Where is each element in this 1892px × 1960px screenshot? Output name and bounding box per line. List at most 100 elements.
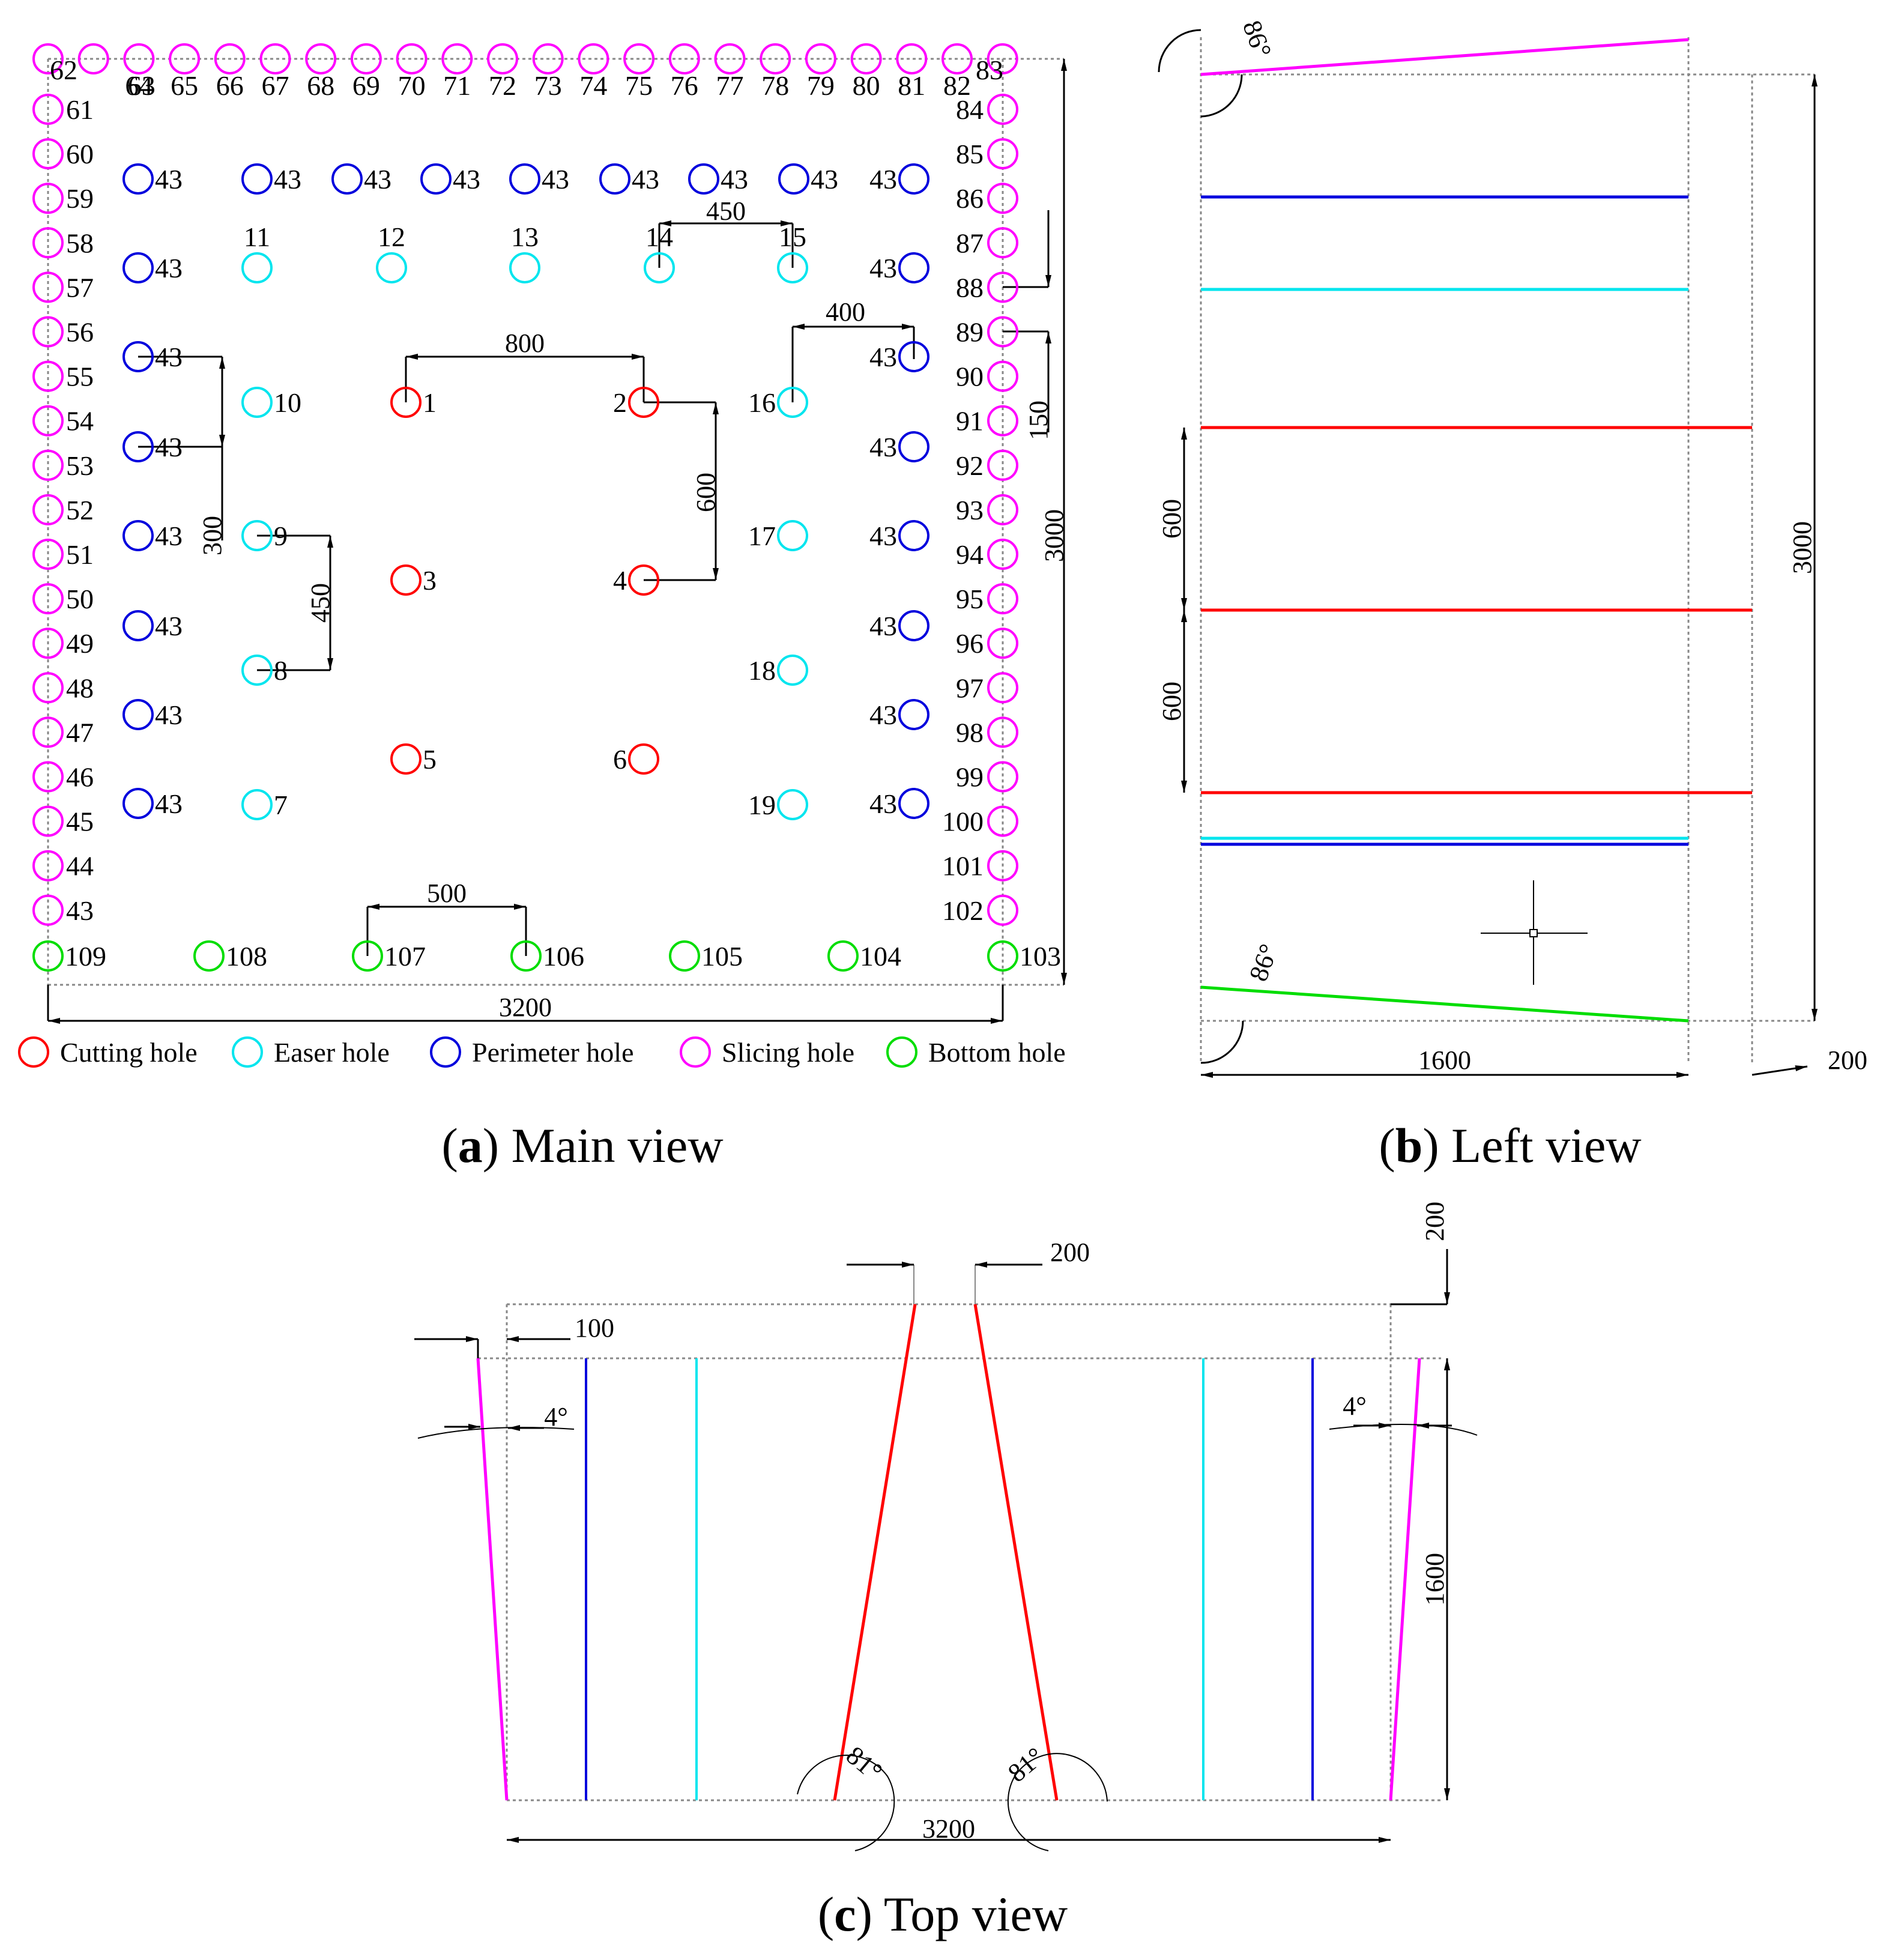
- easer-hole: [241, 520, 273, 551]
- legend-swatch-slicing: [680, 1036, 711, 1068]
- slicing-hole-label: 70: [398, 70, 426, 101]
- slicing-hole-label: 87: [956, 228, 984, 258]
- bottom-hole-label: 109: [65, 941, 106, 972]
- slicing-hole: [32, 183, 64, 214]
- easer-hole-label: 9: [274, 521, 288, 551]
- angle-label-bottom: 86°: [1244, 940, 1284, 985]
- easer-hole-label: 12: [378, 222, 405, 252]
- dim-1600: 1600: [1418, 1045, 1471, 1075]
- slicing-hole-label: 48: [66, 673, 94, 703]
- caption-main-view: (a) Main view: [441, 1118, 723, 1173]
- slicing-hole-label: 65: [171, 70, 198, 101]
- perimeter-hole: [898, 252, 929, 283]
- perimeter-hole: [898, 610, 929, 641]
- dim-200: 200: [1828, 1045, 1867, 1075]
- slicing-hole-label: 71: [443, 70, 471, 101]
- dim-300: 300: [198, 516, 227, 555]
- bottom-hole: [352, 940, 383, 972]
- cutting-hole-line: [973, 1304, 1059, 1801]
- hole-legend: Cutting hole Easer hole Perimeter hole Slic…: [18, 1036, 1066, 1068]
- bottom-hole-label: 104: [860, 941, 901, 972]
- slicing-hole: [941, 43, 973, 74]
- slicing-hole-label: 61: [66, 94, 94, 125]
- slicing-hole: [32, 94, 64, 125]
- perimeter-hole-label: 43: [155, 342, 183, 372]
- slicing-hole: [987, 43, 1018, 74]
- slicing-hole: [350, 43, 382, 74]
- dim-3200: 3200: [499, 993, 552, 1022]
- slicing-hole: [987, 583, 1018, 615]
- angle-arc-cut-left: [797, 1755, 895, 1851]
- slicing-hole: [850, 43, 882, 74]
- bottom-hole: [987, 940, 1018, 972]
- slicing-hole-label: 74: [579, 70, 607, 101]
- slicing-hole: [32, 271, 64, 303]
- legend-swatch-easer: [232, 1036, 263, 1068]
- slicing-hole-label: 90: [956, 361, 984, 392]
- left-view: 86° 86° 600 600 3000 1600 200: [1157, 17, 1867, 1078]
- dim-1600: 1600: [1420, 1553, 1449, 1606]
- cutting-hole: [390, 743, 422, 775]
- dim-450-left: 450: [306, 583, 335, 623]
- perimeter-hole-label: 43: [274, 164, 301, 195]
- cutting-hole-label: 1: [423, 387, 437, 418]
- legend-swatch-bottom: [886, 1036, 917, 1068]
- bottom-hole-label: 105: [701, 941, 743, 972]
- slicing-hole: [32, 43, 64, 74]
- slicing-hole-label: 55: [66, 361, 94, 392]
- slicing-hole: [987, 449, 1018, 481]
- slicing-hole: [987, 227, 1018, 259]
- easer-hole-label: 19: [748, 790, 776, 820]
- perimeter-hole: [420, 163, 452, 195]
- slicing-hole: [32, 761, 64, 793]
- slicing-hole: [987, 316, 1018, 348]
- slicing-hole-label: 79: [807, 70, 835, 101]
- slicing-hole-label: 54: [66, 406, 94, 437]
- slicing-hole-label: 51: [66, 539, 94, 570]
- cutting-hole: [628, 743, 659, 775]
- slicing-hole-label: 92: [956, 450, 984, 481]
- perimeter-hole: [122, 788, 154, 819]
- slicing-hole-label: 76: [671, 70, 698, 101]
- perimeter-hole: [898, 431, 929, 462]
- slicing-hole-label: 49: [66, 628, 94, 659]
- bottom-hole: [827, 940, 859, 972]
- slicing-hole-label: 82: [943, 70, 971, 101]
- perimeter-hole: [898, 163, 929, 195]
- cutting-hole: [628, 564, 659, 596]
- perimeter-hole: [898, 520, 929, 551]
- perimeter-hole-label: 43: [869, 432, 897, 462]
- slicing-hole-label: 75: [625, 70, 653, 101]
- slicing-hole: [32, 716, 64, 748]
- slicing-hole-label: 102: [942, 895, 984, 926]
- slicing-hole-label: 58: [66, 228, 94, 258]
- perimeter-hole-label: 43: [155, 700, 183, 730]
- slicing-hole: [987, 539, 1018, 570]
- caption-top-view: (c) Top view: [818, 1887, 1068, 1941]
- slicing-hole-label: 57: [66, 272, 94, 303]
- easer-hole-label: 16: [748, 387, 776, 418]
- angle-arc-top-lower: [1200, 74, 1243, 118]
- slicing-hole-label: 77: [716, 70, 744, 101]
- slicing-hole-label: 83: [976, 55, 1003, 85]
- easer-hole: [777, 387, 808, 418]
- easer-hole: [777, 655, 808, 686]
- dim-200-right: 200: [1420, 1202, 1449, 1241]
- slicing-hole-label: 91: [956, 406, 984, 437]
- slicing-hole: [805, 43, 836, 74]
- slicing-hole-label: 50: [66, 584, 94, 614]
- bottom-hole-label: 103: [1020, 941, 1061, 972]
- easer-hole: [777, 252, 808, 283]
- slicing-hole-label: 60: [66, 139, 94, 169]
- easer-hole-label: 8: [274, 655, 288, 686]
- slicing-hole-label: 72: [489, 70, 516, 101]
- angle-label-right: 4°: [1343, 1391, 1367, 1421]
- slicing-hole-label: 73: [534, 70, 562, 101]
- perimeter-hole-label: 43: [869, 788, 897, 819]
- easer-hole-label: 15: [779, 222, 806, 252]
- angle-arc-cut-right: [1007, 1753, 1108, 1851]
- dim-line-200: [1751, 1065, 1808, 1076]
- legend-swatch-cutting: [18, 1036, 49, 1068]
